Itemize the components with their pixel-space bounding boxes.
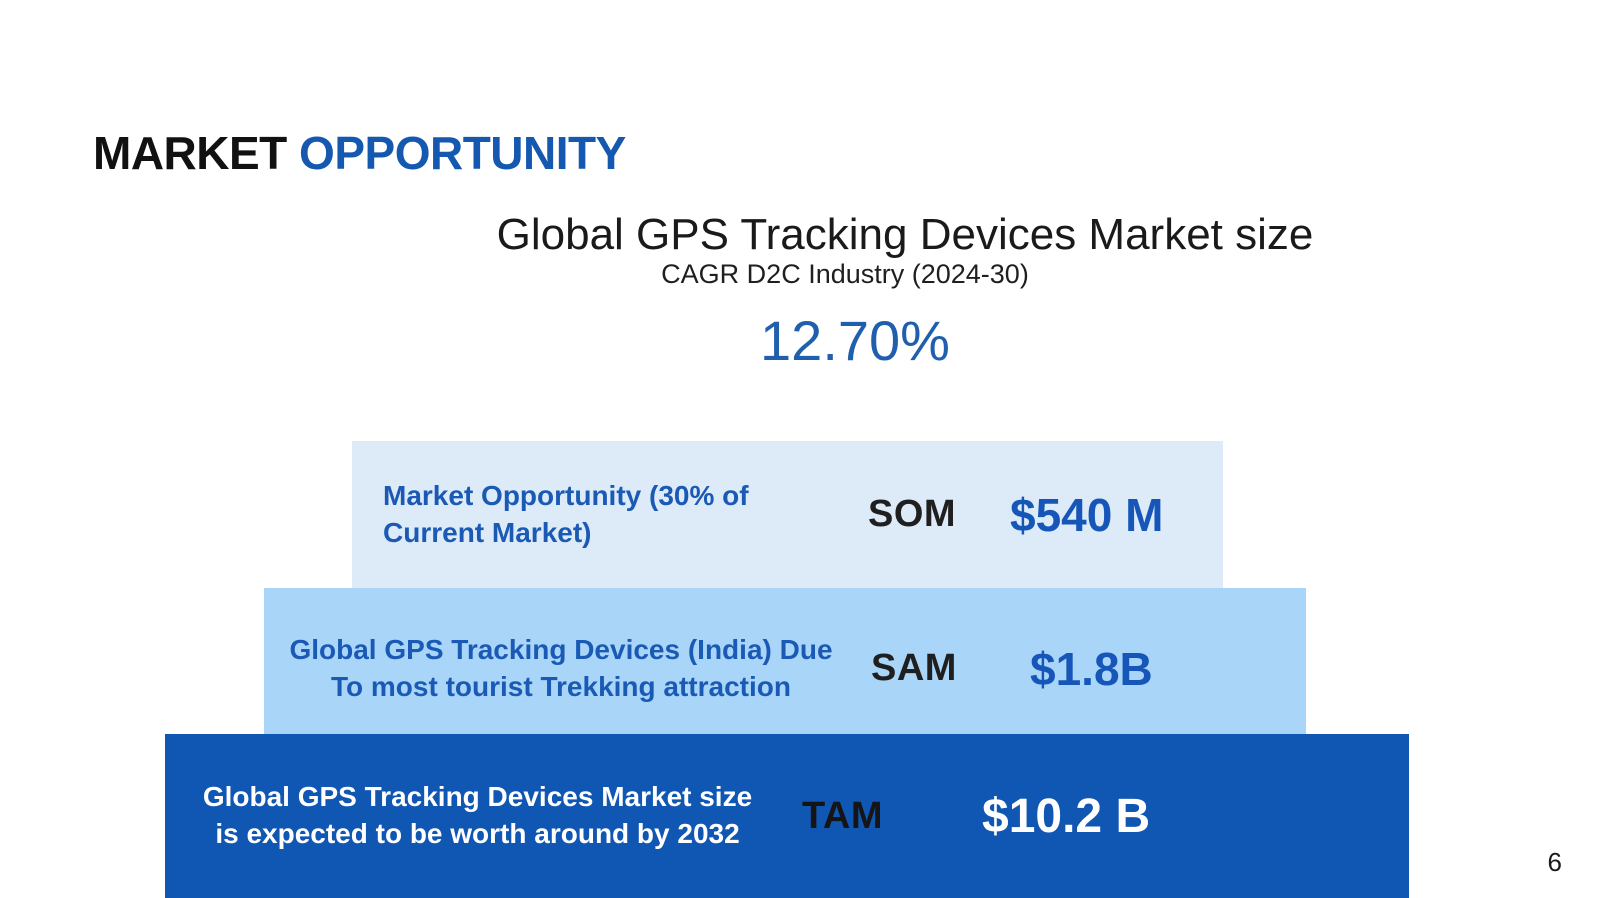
page-title: MARKET OPPORTUNITY: [93, 128, 626, 179]
page-title-word-market: MARKET: [93, 127, 287, 179]
funnel-row-description: Global GPS Tracking Devices (India) Due …: [289, 633, 833, 702]
funnel-row-tam: Global GPS Tracking Devices Market size …: [165, 734, 1409, 898]
funnel-row-description: Market Opportunity (30% of Current Marke…: [383, 479, 749, 548]
funnel-row-value: $540 M: [1010, 488, 1164, 541]
page-title-word-opportunity: OPPORTUNITY: [299, 127, 626, 179]
funnel-row-label: SOM: [867, 493, 957, 535]
chart-subtitle: CAGR D2C Industry (2024-30): [661, 259, 1029, 289]
chart-title: Global GPS Tracking Devices Market size: [496, 210, 1314, 259]
funnel-row-description: Global GPS Tracking Devices Market size …: [202, 781, 753, 849]
cagr-annotation: 12.70%: [760, 309, 950, 372]
funnel-row-label: TAM: [802, 794, 883, 837]
funnel-row-value: $10.2 B: [982, 789, 1151, 843]
funnel-row-sam: Global GPS Tracking Devices (India) Due …: [264, 588, 1306, 749]
funnel-row-value: $1.8B: [1030, 642, 1153, 695]
page-number: 6: [1547, 847, 1562, 877]
funnel-row-som: Market Opportunity (30% of Current Marke…: [352, 441, 1223, 588]
funnel-row-label: SAM: [871, 647, 957, 689]
